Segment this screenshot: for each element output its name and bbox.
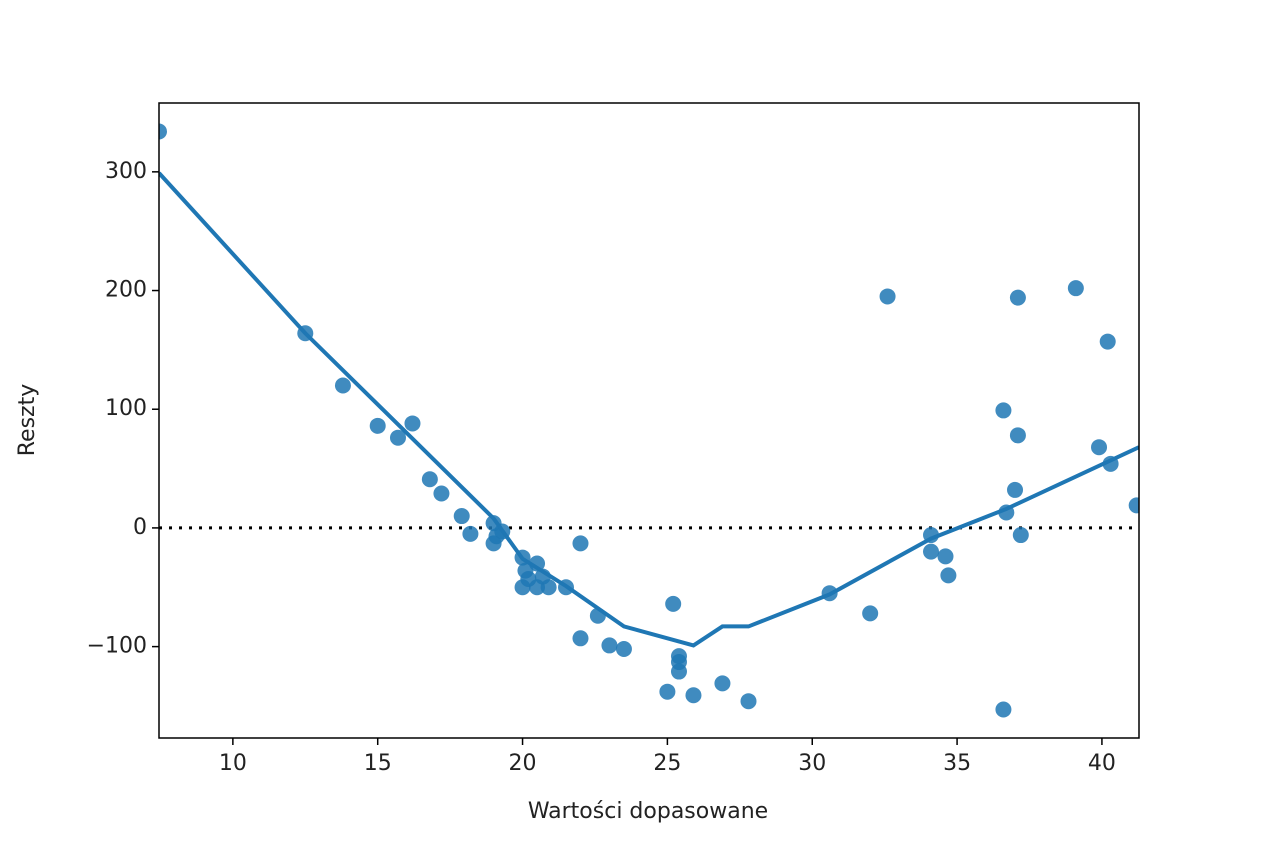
point <box>665 595 682 612</box>
y-tick-label: 0 <box>133 515 147 540</box>
point <box>421 471 438 488</box>
y-axis-label: Reszty <box>15 384 40 457</box>
point <box>1128 497 1139 514</box>
x-tick-label: 35 <box>943 751 971 776</box>
point <box>1012 527 1029 544</box>
point <box>1007 481 1024 498</box>
plot-frame <box>158 102 1140 739</box>
x-tick-label: 40 <box>1088 751 1116 776</box>
x-tick-label: 20 <box>509 751 537 776</box>
trend-line <box>159 171 1139 648</box>
point <box>462 525 479 542</box>
point <box>995 701 1012 718</box>
point <box>659 683 676 700</box>
point <box>1099 333 1116 350</box>
point <box>433 485 450 502</box>
point <box>572 535 589 552</box>
point <box>670 663 687 680</box>
x-tick-label: 30 <box>798 751 826 776</box>
x-axis-label: Wartości dopasowane <box>528 799 768 824</box>
x-tick-label: 25 <box>653 751 681 776</box>
point <box>937 548 954 565</box>
point <box>714 675 731 692</box>
point <box>389 429 406 446</box>
point <box>923 543 940 560</box>
point <box>488 528 505 545</box>
point <box>940 567 957 584</box>
y-tick-label: 100 <box>105 396 147 421</box>
point <box>540 579 557 596</box>
point <box>369 417 386 434</box>
point <box>1067 280 1084 297</box>
point <box>740 693 757 710</box>
x-tick-label: 10 <box>219 751 247 776</box>
y-tick-label: 300 <box>105 159 147 184</box>
point <box>995 402 1012 419</box>
y-tick-label: −100 <box>87 634 147 659</box>
point <box>1009 289 1026 306</box>
point <box>334 377 351 394</box>
point <box>1091 439 1108 456</box>
x-tick-label: 15 <box>364 751 392 776</box>
point <box>601 637 618 654</box>
y-tick-label: 200 <box>105 278 147 303</box>
point <box>615 640 632 657</box>
point <box>453 508 470 525</box>
point <box>879 288 896 305</box>
point <box>685 687 702 704</box>
point <box>1009 427 1026 444</box>
point <box>572 630 589 647</box>
point <box>159 123 167 140</box>
point <box>862 605 879 622</box>
point <box>404 415 421 432</box>
